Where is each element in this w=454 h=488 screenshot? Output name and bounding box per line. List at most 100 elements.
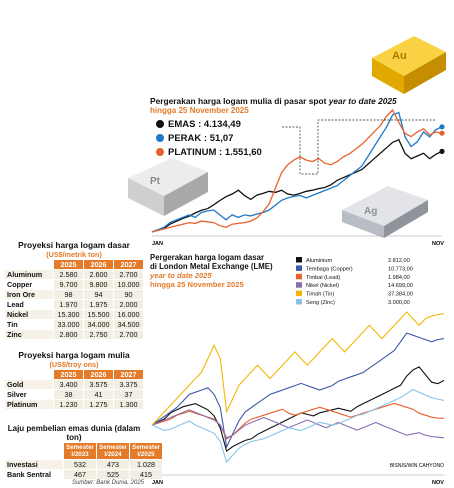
source-note: Sumber: Bank Dunia, 2025 [71,480,144,486]
purchases-cell: 1.028 [130,460,162,469]
base-projection-row-label: Iron Ore [5,290,53,299]
base-projection-cell: 15.300 [54,310,83,319]
legend-marker-emas [156,120,164,128]
base-projection-header: 2026 [84,260,113,269]
base-legend-label-tembaga-copper: Tembaga (Copper) [306,266,353,272]
legend-marker-perak [156,134,164,142]
legend-label-emas: EMAS : 4.134,49 [168,119,241,130]
precious-projection-title: Proyeksi harga logam mulia [18,350,130,360]
base-legend-value-tembaga-copper: 10.773,00 [388,266,413,272]
base-series-line-tembaga-copper [151,332,445,449]
legend-connector [282,119,436,175]
purchases-block: Laju pembelian emas dunia (dalam ton) Se… [4,424,163,486]
base-legend-swatch-tembaga-copper [296,265,302,271]
purchases-cell: 473 [97,460,129,469]
precious-projection-cell: 37 [114,390,143,399]
base-legend-value-seng-zinc: 3.000,00 [388,300,410,306]
precious-projection-cell: 1.275 [84,400,113,409]
base-projection-cell: 94 [84,290,113,299]
purchases-table: Semester I/2023 Semester I/2024 Semester I… [4,442,163,480]
table-row: Aluminum 2.580 2.600 2.700 [5,270,143,279]
legend-marker-platinum [156,148,164,156]
table-row: Gold 3.400 3.575 3.375 [5,380,143,389]
base-projection-cell: 2.700 [114,330,143,339]
base-projection-cell: 34.500 [114,320,143,329]
base-projection-title: Proyeksi harga logam dasar [18,240,130,250]
purchases-cell: 532 [64,460,96,469]
precious-chart-subtitle: hingga 25 November 2025 [150,106,249,115]
base-legend-swatch-timah-tin [296,290,302,297]
purchases-cell: 415 [130,470,162,479]
base-projection-block: Proyeksi harga logam dasar (US$/metrik t… [4,240,144,340]
gold-bar-label: Au [392,50,407,62]
base-projection-cell: 2.800 [54,330,83,339]
precious-chart-title: Pergerakan harga logam mulia di pasar sp… [150,96,327,106]
table-row: Nickel 15.300 15.500 16.000 [5,310,143,319]
precious-projection-cell: 3.575 [84,380,113,389]
base-projection-row-label: Lead [7,300,24,309]
base-projection-row-label: Zinc [5,330,53,339]
table-row: Zinc 2.800 2.750 2.700 [5,330,143,339]
purchases-row-label: Bank Sentral [7,470,51,479]
gold-bar-icon: Au [372,36,446,94]
silver-bar-label: Ag [364,206,377,217]
precious-projection-table: 2025 2026 2027 Gold 3.400 3.575 3.375 Silver 38 4… [4,369,144,410]
base-projection-header: 2025 [54,260,83,269]
base-chart-credit: BISNIS/WIN CAHYONO [390,463,444,469]
base-projection-cell: 2.750 [84,330,113,339]
base-projection-cell: 90 [114,290,143,299]
base-projection-cell: 10.000 [114,280,143,289]
precious-projection-cell: 3.375 [114,380,143,389]
base-projection-row-label: Aluminum [5,270,53,279]
base-projection-cell: 9.700 [54,280,83,289]
base-x-start: JAN [152,480,163,486]
base-projection-unit: (US$/metrik ton) [46,250,102,259]
base-projection-cell: 2.000 [114,300,143,309]
base-legend-swatch-timbal-lead [296,273,302,280]
precious-projection-unit: (US$/troy ons) [49,360,99,369]
precious-projection-cell: 1.300 [114,400,143,409]
purchases-row-label: Investasi [5,460,63,469]
platinum-bar-label: Pt [150,176,161,187]
table-row: Bank Sentral 467 525 415 [5,470,162,479]
table-row: Silver 38 41 37 [5,390,143,399]
purchases-header: Semester I/2025 [130,443,162,459]
base-series-line-aluminium [151,366,445,453]
base-projection-cell: 1.970 [54,300,83,309]
precious-projection-block: Proyeksi harga logam mulia (US$/troy ons… [4,350,144,410]
table-row: Iron Ore 98 94 90 [5,290,143,299]
precious-chart: Au Pt Ag EMAS : 4.134,49 PERAK : 51,07 PLA… [128,36,446,247]
base-x-end: NOV [432,480,444,486]
series-line-emas [151,138,443,233]
purchases-header: Semester I/2023 [64,443,96,459]
table-row: Investasi 532 473 1.028 [5,460,162,469]
base-projection-row-label: Tin [7,320,18,329]
base-projection-row-label: Copper [7,280,33,289]
series-endpoint-emas [439,148,445,154]
base-projection-table: 2025 2026 2027 Aluminum 2.580 2.600 2.700 Coppe… [4,259,144,340]
legend-label-platinum: PLATINUM : 1.551,60 [168,147,262,158]
silver-bar-icon: Ag [342,186,428,238]
precious-projection-header: 2027 [114,370,143,379]
series-line-perak [151,111,443,233]
table-row: Copper 9.700 9.800 10.000 [5,280,143,289]
base-legend-label-seng-zinc: Seng (Zinc) [306,300,335,306]
base-chart-heading: Pergerakan harga logam dasar di London M… [150,253,290,289]
base-legend-value-nikel-nickel: 14.699,00 [388,283,413,289]
precious-projection-header: 2025 [54,370,83,379]
base-legend-swatch-aluminium [296,257,302,263]
precious-projection-cell: 41 [84,390,113,399]
precious-projection-cell: 1.230 [54,400,83,409]
table-row: Tin 33.000 34.000 34.500 [5,320,143,329]
base-legend-swatch-seng-zinc [296,299,302,305]
series-endpoint-platinum [439,130,445,136]
purchases-title: Laju pembelian emas dunia (dalam ton) [7,424,141,442]
legend-label-perak: PERAK : 51,07 [168,133,233,144]
precious-projection-cell: 38 [54,390,83,399]
base-legend-label-timah-tin: Timah (Tin) [306,292,334,298]
precious-chart-title-italic: year to date 2025 [328,96,397,106]
table-row: Lead 1.970 1.975 2.000 [5,300,143,309]
precious-chart-heading: Pergerakan harga logam mulia di pasar sp… [150,96,450,115]
base-projection-cell: 33.000 [54,320,83,329]
base-projection-cell: 16.000 [114,310,143,319]
